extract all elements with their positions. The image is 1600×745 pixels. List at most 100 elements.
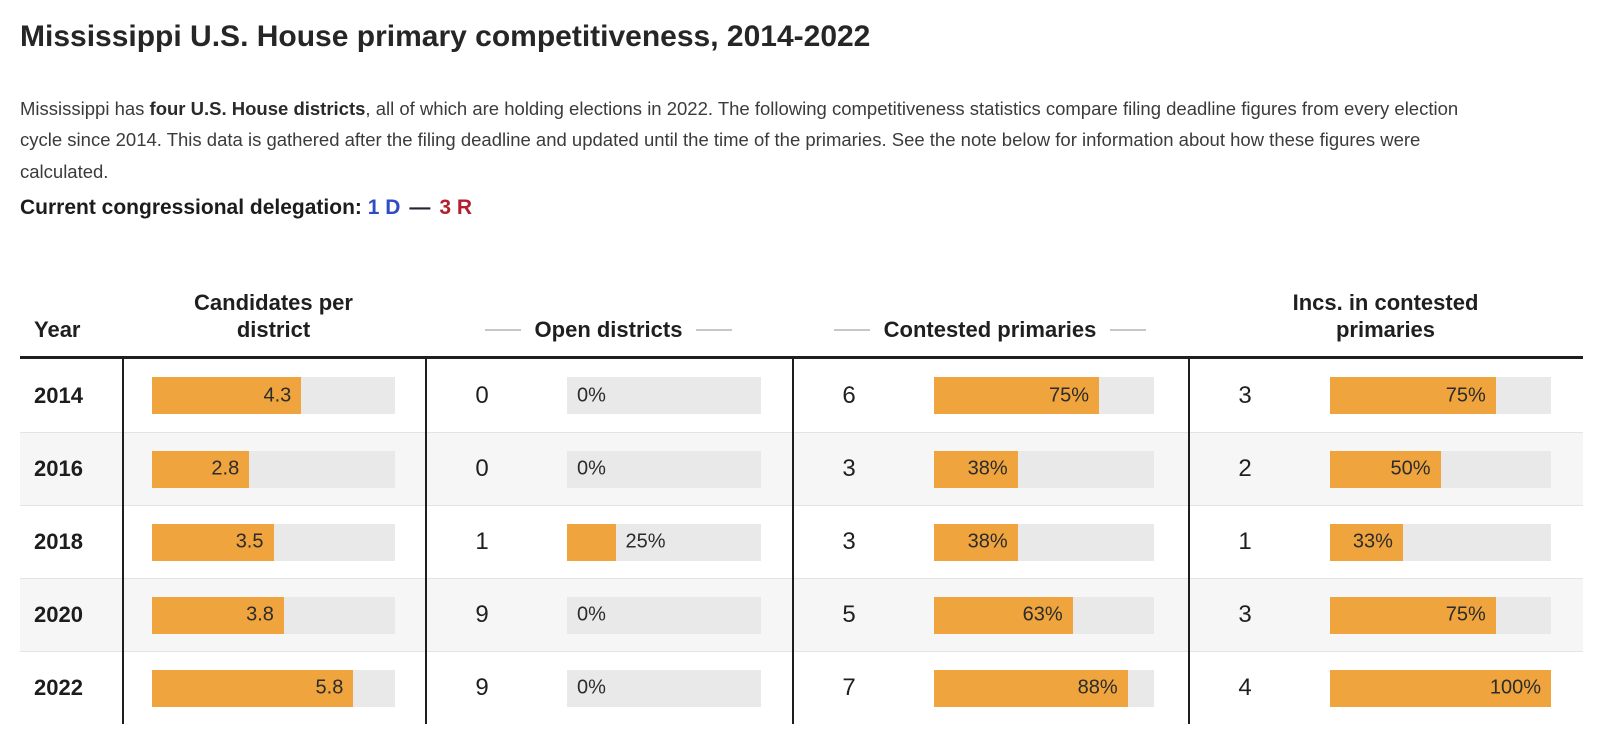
incs-count: 3 bbox=[1238, 601, 1252, 628]
open-count: 0 bbox=[475, 455, 489, 482]
open-cell: 1 25% bbox=[425, 506, 792, 578]
candidates-bar-label: 3.8 bbox=[246, 603, 274, 626]
open-bar-label: 0% bbox=[577, 384, 606, 406]
candidates-bar bbox=[152, 523, 274, 561]
intro-paragraph: Mississippi has four U.S. House district… bbox=[20, 93, 1505, 188]
delegation-dem-count: 1 D bbox=[367, 196, 401, 219]
column-header-year: Year bbox=[20, 316, 122, 356]
contested-bar-label: 63% bbox=[1022, 603, 1063, 626]
candidates-bar-label: 3.5 bbox=[235, 530, 264, 553]
open-bar-track: 0% bbox=[567, 377, 761, 414]
open-cell: 0 0% bbox=[425, 433, 792, 505]
candidates-bar bbox=[152, 596, 284, 634]
open-count: 9 bbox=[475, 674, 489, 701]
open-bar-label: 0% bbox=[577, 603, 606, 626]
candidates-bar-track: 3.8 bbox=[152, 596, 395, 634]
column-header-open-label: Open districts bbox=[534, 317, 683, 342]
candidates-cell: 5.8 bbox=[122, 652, 425, 724]
contested-cell: 3 38% bbox=[792, 433, 1188, 505]
contested-cell: 7 88% bbox=[792, 652, 1188, 724]
candidates-bar bbox=[152, 669, 354, 707]
year-cell: 2020 bbox=[34, 602, 83, 627]
incs-count: 4 bbox=[1238, 674, 1252, 701]
incs-bar bbox=[1330, 450, 1441, 488]
open-bar-track: 25% bbox=[567, 523, 761, 561]
incs-count: 2 bbox=[1238, 455, 1252, 482]
incs-bar-track: 100% bbox=[1330, 669, 1551, 707]
contested-count: 6 bbox=[842, 381, 856, 409]
table-body: 2014 4.3 0 0% 6 75% 3 75% 2016 2.8 0 0% 3 38% 2 50% 2018… bbox=[20, 359, 1583, 724]
contested-bar-label: 88% bbox=[1077, 676, 1118, 699]
column-header-incs: Incs. in contested primaries bbox=[1188, 289, 1583, 356]
contested-bar-label: 38% bbox=[967, 530, 1008, 553]
table-row: 2018 3.5 1 25% 3 38% 1 33% bbox=[20, 505, 1583, 578]
incs-bar-label: 75% bbox=[1445, 603, 1486, 626]
column-separator bbox=[122, 356, 124, 724]
column-separator bbox=[792, 356, 794, 724]
delegation-label: Current congressional delegation: bbox=[20, 196, 362, 219]
dash-divider-icon bbox=[484, 328, 521, 331]
intro-bold: four U.S. House districts bbox=[149, 97, 366, 119]
contested-count: 7 bbox=[842, 674, 856, 701]
incs-bar-track: 75% bbox=[1330, 377, 1551, 414]
contested-header-group: Contested primaries bbox=[792, 316, 1188, 343]
incs-bar bbox=[1330, 523, 1403, 561]
incs-bar bbox=[1330, 669, 1551, 707]
delegation-rep-count: 3 R bbox=[439, 196, 473, 219]
contested-bar-track: 88% bbox=[934, 669, 1154, 707]
incs-count: 3 bbox=[1238, 381, 1252, 409]
year-cell: 2022 bbox=[34, 675, 83, 700]
column-header-incs-label: Incs. in contested primaries bbox=[1292, 290, 1479, 342]
contested-bar-track: 38% bbox=[934, 450, 1154, 488]
column-header-contested: Contested primaries bbox=[792, 316, 1188, 356]
column-header-year-label: Year bbox=[34, 317, 81, 342]
contested-bar-track: 38% bbox=[934, 523, 1154, 561]
incs-bar-track: 33% bbox=[1330, 523, 1551, 561]
contested-bar-label: 75% bbox=[1048, 384, 1089, 406]
incs-bar bbox=[1330, 596, 1496, 634]
contested-bar-track: 75% bbox=[934, 377, 1154, 414]
open-count: 0 bbox=[475, 381, 489, 409]
incs-cell: 3 75% bbox=[1188, 579, 1583, 651]
candidates-cell: 2.8 bbox=[122, 433, 425, 505]
column-separator bbox=[425, 356, 427, 724]
column-header-candidates-label: Candidates per district bbox=[194, 290, 353, 342]
open-bar-track: 0% bbox=[567, 596, 761, 634]
candidates-bar-track: 3.5 bbox=[152, 523, 395, 561]
open-cell: 0 0% bbox=[425, 359, 792, 432]
contested-bar bbox=[934, 596, 1073, 634]
contested-bar bbox=[934, 450, 1018, 488]
candidates-cell: 4.3 bbox=[122, 359, 425, 432]
column-separator bbox=[1188, 356, 1190, 724]
table-row: 2022 5.8 9 0% 7 88% 4 100% bbox=[20, 651, 1583, 724]
header-rule bbox=[20, 356, 1583, 359]
open-bar-label: 0% bbox=[577, 457, 606, 480]
open-count: 9 bbox=[475, 601, 489, 628]
contested-cell: 6 75% bbox=[792, 359, 1188, 432]
contested-count: 5 bbox=[842, 601, 856, 628]
incs-cell: 2 50% bbox=[1188, 433, 1583, 505]
dash-divider-icon bbox=[833, 328, 870, 331]
contested-bar-label: 38% bbox=[967, 457, 1008, 480]
incs-bar-label: 33% bbox=[1352, 530, 1393, 553]
open-bar-label: 0% bbox=[577, 676, 606, 699]
candidates-cell: 3.5 bbox=[122, 506, 425, 578]
contested-count: 3 bbox=[842, 455, 856, 482]
contested-cell: 5 63% bbox=[792, 579, 1188, 651]
open-header-group: Open districts bbox=[425, 316, 792, 343]
candidates-bar-track: 4.3 bbox=[152, 377, 395, 414]
incs-bar-label: 50% bbox=[1390, 457, 1431, 480]
incs-bar-track: 50% bbox=[1330, 450, 1551, 488]
year-cell: 2016 bbox=[34, 456, 83, 481]
year-cell: 2018 bbox=[34, 529, 83, 554]
candidates-bar-label: 4.3 bbox=[263, 384, 292, 406]
column-header-open: Open districts bbox=[425, 316, 792, 356]
year-cell: 2014 bbox=[34, 382, 83, 408]
dash-divider-icon bbox=[696, 328, 733, 331]
page-title: Mississippi U.S. House primary competiti… bbox=[20, 20, 871, 53]
delegation-line: Current congressional delegation: 1 D — 3 … bbox=[20, 196, 472, 220]
open-bar-label: 25% bbox=[625, 530, 666, 553]
column-header-contested-label: Contested primaries bbox=[883, 317, 1097, 342]
delegation-separator: — bbox=[409, 196, 431, 219]
